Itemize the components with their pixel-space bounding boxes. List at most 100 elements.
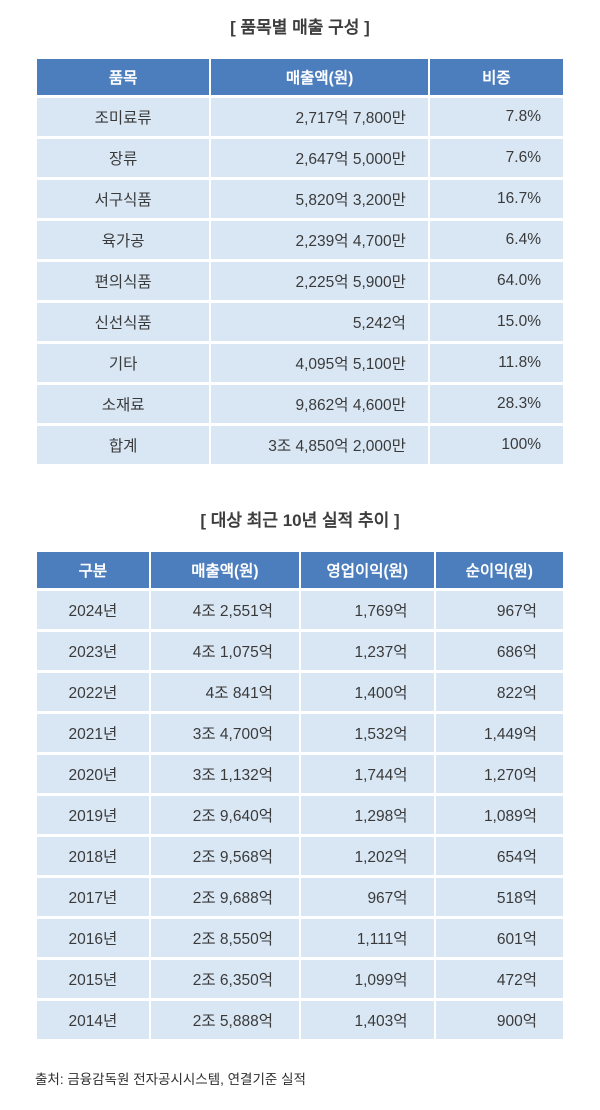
row-label-cell: 2021년	[35, 711, 151, 755]
table-row: 서구식품 5,820억 3,200만 16.7%	[34, 177, 566, 221]
value-cell: 2,225억 5,900만	[209, 259, 430, 303]
value-cell: 100%	[427, 423, 566, 467]
table-row: 2022년 4조 841억 1,400억 822억	[35, 670, 566, 714]
table-row: 2024년 4조 2,551억 1,769억 967억	[35, 588, 566, 632]
table-row: 조미료류 2,717억 7,800만 7.8%	[34, 95, 566, 139]
table-row: 2014년 2조 5,888억 1,403억 900억	[35, 998, 566, 1042]
value-cell: 518억	[433, 875, 566, 919]
item-sales-composition-table: 품목 매출액(원) 비중 조미료류 2,717억 7,800만 7.8% 장류 2,647억 …	[34, 56, 566, 467]
value-cell: 6.4%	[427, 218, 566, 262]
value-cell: 11.8%	[427, 341, 566, 385]
value-cell: 2,239억 4,700만	[209, 218, 430, 262]
row-label-cell: 2022년	[35, 670, 151, 714]
table-row: 합계 3조 4,850억 2,000만 100%	[34, 423, 566, 467]
header-row: 품목 매출액(원) 비중	[34, 56, 566, 98]
value-cell: 2조 8,550억	[148, 916, 301, 960]
row-label-cell: 2018년	[35, 834, 151, 878]
row-label-cell: 장류	[34, 136, 212, 180]
table-row: 신선식품 5,242억 15.0%	[34, 300, 566, 344]
table2-title: [ 대상 최근 10년 실적 추이 ]	[200, 511, 400, 530]
source-note: 출처: 금융감독원 전자공시시스템, 연결기준 실적	[35, 1072, 306, 1087]
table-row: 편의식품 2,225억 5,900만 64.0%	[34, 259, 566, 303]
table-row: 기타 4,095억 5,100만 11.8%	[34, 341, 566, 385]
value-cell: 15.0%	[427, 300, 566, 344]
row-label-cell: 서구식품	[34, 177, 212, 221]
table-body: 조미료류 2,717억 7,800만 7.8% 장류 2,647억 5,000만 7.6%…	[34, 95, 566, 467]
row-label-cell: 합계	[34, 423, 212, 467]
value-cell: 1,532억	[298, 711, 436, 755]
row-label-cell: 신선식품	[34, 300, 212, 344]
value-cell: 967억	[433, 588, 566, 632]
value-cell: 2조 9,568억	[148, 834, 301, 878]
value-cell: 16.7%	[427, 177, 566, 221]
row-label-cell: 2016년	[35, 916, 151, 960]
row-label-cell: 2017년	[35, 875, 151, 919]
value-cell: 4조 2,551억	[148, 588, 301, 632]
table-row: 2019년 2조 9,640억 1,298억 1,089억	[35, 793, 566, 837]
value-cell: 1,298억	[298, 793, 436, 837]
value-cell: 3조 4,850억 2,000만	[209, 423, 430, 467]
header-row: 구분 매출액(원) 영업이익(원) 순이익(원)	[35, 549, 566, 591]
row-label-cell: 기타	[34, 341, 212, 385]
value-cell: 1,744억	[298, 752, 436, 796]
value-cell: 2,717억 7,800만	[209, 95, 430, 139]
value-cell: 1,769억	[298, 588, 436, 632]
value-cell: 7.8%	[427, 95, 566, 139]
value-cell: 1,111억	[298, 916, 436, 960]
value-cell: 686억	[433, 629, 566, 673]
value-cell: 967억	[298, 875, 436, 919]
table-row: 장류 2,647억 5,000만 7.6%	[34, 136, 566, 180]
value-cell: 1,403억	[298, 998, 436, 1042]
row-label-cell: 편의식품	[34, 259, 212, 303]
column-header: 영업이익(원)	[298, 549, 436, 591]
column-header: 비중	[427, 56, 566, 98]
table-row: 2023년 4조 1,075억 1,237억 686억	[35, 629, 566, 673]
value-cell: 4,095억 5,100만	[209, 341, 430, 385]
value-cell: 28.3%	[427, 382, 566, 426]
row-label-cell: 2023년	[35, 629, 151, 673]
section-10yr-performance: [ 대상 최근 10년 실적 추이 ] 구분 매출액(원) 영업이익(원) 순이익(원…	[35, 509, 566, 1042]
table-row: 소재료 9,862억 4,600만 28.3%	[34, 382, 566, 426]
value-cell: 4조 841억	[148, 670, 301, 714]
column-header: 매출액(원)	[209, 56, 430, 98]
table-row: 2017년 2조 9,688억 967억 518억	[35, 875, 566, 919]
value-cell: 654억	[433, 834, 566, 878]
column-header: 매출액(원)	[148, 549, 301, 591]
table-row: 2016년 2조 8,550억 1,111억 601억	[35, 916, 566, 960]
value-cell: 64.0%	[427, 259, 566, 303]
value-cell: 2조 6,350억	[148, 957, 301, 1001]
table1-title: [ 품목별 매출 구성 ]	[230, 18, 370, 37]
value-cell: 1,099억	[298, 957, 436, 1001]
value-cell: 2,647억 5,000만	[209, 136, 430, 180]
row-label-cell: 2024년	[35, 588, 151, 632]
value-cell: 5,242억	[209, 300, 430, 344]
table-row: 2021년 3조 4,700억 1,532억 1,449억	[35, 711, 566, 755]
value-cell: 822억	[433, 670, 566, 714]
table-head: 구분 매출액(원) 영업이익(원) 순이익(원)	[35, 549, 566, 591]
value-cell: 601억	[433, 916, 566, 960]
value-cell: 1,089억	[433, 793, 566, 837]
column-header: 순이익(원)	[433, 549, 566, 591]
row-label-cell: 2014년	[35, 998, 151, 1042]
row-label-cell: 조미료류	[34, 95, 212, 139]
column-header: 품목	[34, 56, 212, 98]
row-label-cell: 2015년	[35, 957, 151, 1001]
row-label-cell: 2019년	[35, 793, 151, 837]
table-head: 품목 매출액(원) 비중	[34, 56, 566, 98]
value-cell: 2조 9,640억	[148, 793, 301, 837]
table-row: 육가공 2,239억 4,700만 6.4%	[34, 218, 566, 262]
value-cell: 3조 4,700억	[148, 711, 301, 755]
value-cell: 2조 5,888억	[148, 998, 301, 1042]
row-label-cell: 소재료	[34, 382, 212, 426]
row-label-cell: 육가공	[34, 218, 212, 262]
section-item-sales-composition: [ 품목별 매출 구성 ] 품목 매출액(원) 비중 조미료류 2,717억 7,800…	[34, 16, 566, 467]
value-cell: 2조 9,688억	[148, 875, 301, 919]
table-row: 2020년 3조 1,132억 1,744억 1,270억	[35, 752, 566, 796]
value-cell: 4조 1,075억	[148, 629, 301, 673]
table-row: 2018년 2조 9,568억 1,202억 654억	[35, 834, 566, 878]
value-cell: 1,237억	[298, 629, 436, 673]
column-header: 구분	[35, 549, 151, 591]
row-label-cell: 2020년	[35, 752, 151, 796]
value-cell: 1,202억	[298, 834, 436, 878]
